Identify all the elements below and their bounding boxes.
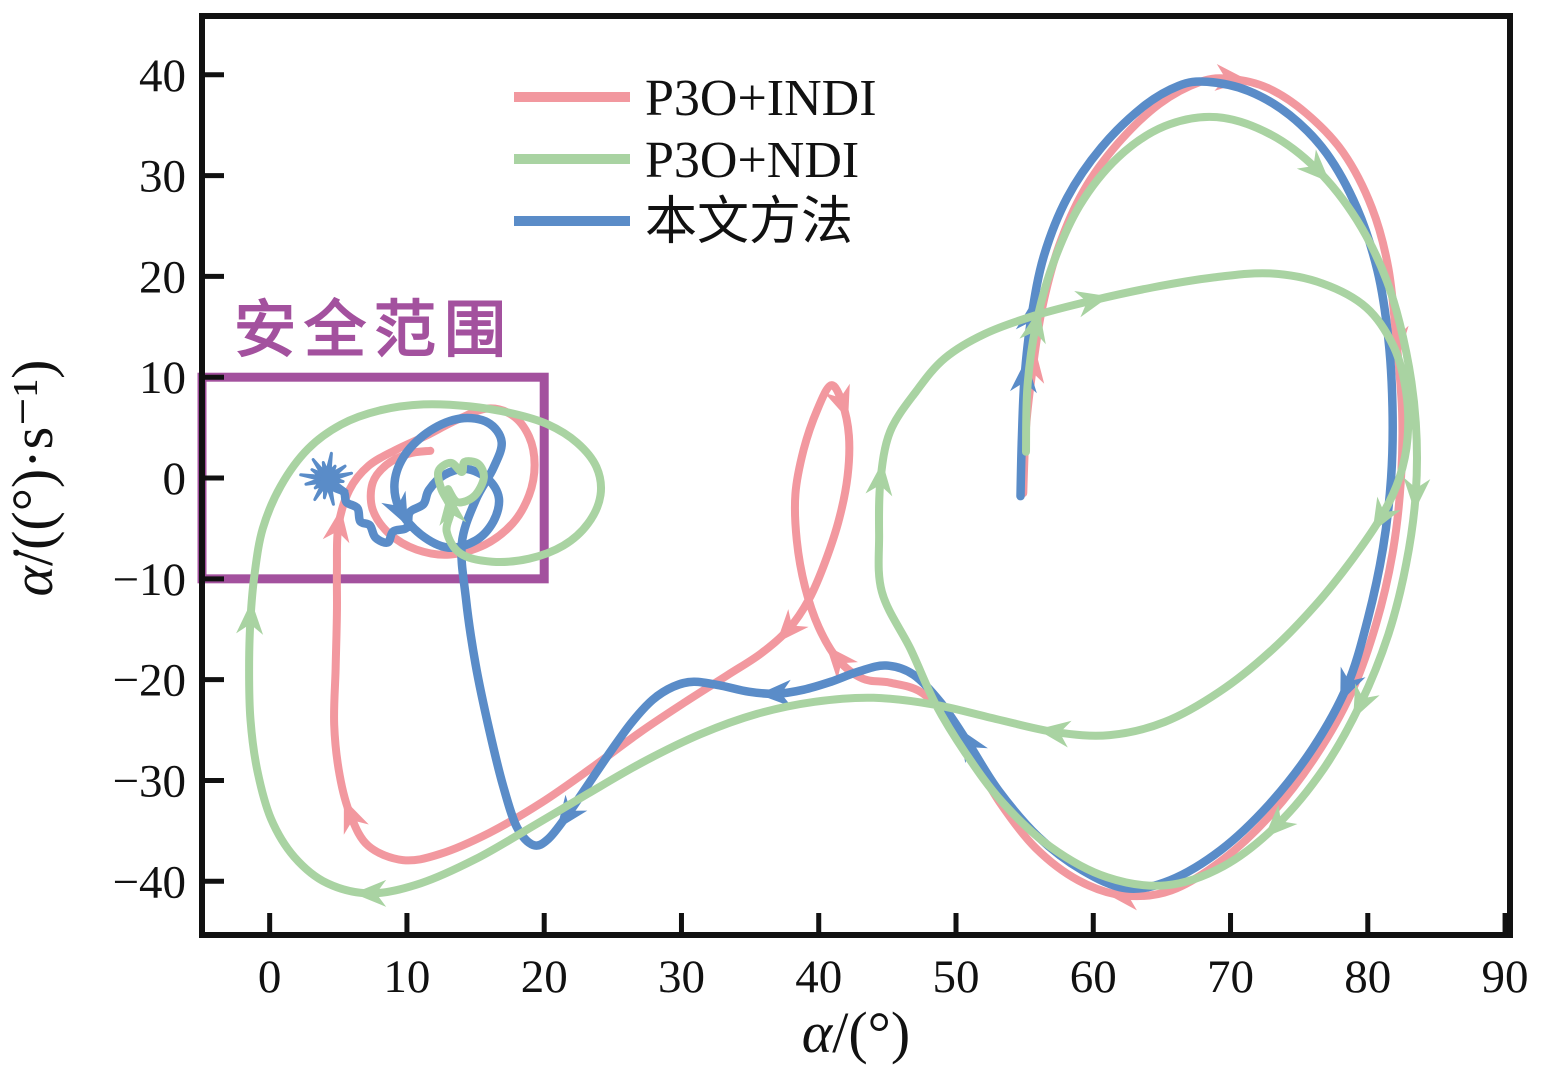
direction-arrow-p3o-indi <box>343 799 369 835</box>
x-axis-title: α/(°) <box>802 1000 910 1065</box>
direction-arrow-p3o-indi <box>824 383 850 420</box>
direction-arrow-p3o-indi <box>826 645 858 680</box>
trajectory-end-knot <box>299 451 354 506</box>
x-tick-label: 90 <box>1482 951 1529 1003</box>
direction-arrow-p3o-ndi <box>865 462 893 497</box>
direction-arrow-p3o-ndi <box>1296 149 1330 183</box>
axes-group: 0 10 20 30 40 50 60 70 80 90 −40 −30 −20 −10 0 10 20 30 40… <box>0 13 1529 1065</box>
direction-arrow-p3o-ndi <box>1353 683 1380 720</box>
y-axis-title: α̇/((°)·s⁻¹) <box>0 360 65 597</box>
direction-arrow-benwen-method <box>1340 666 1366 703</box>
x-tick-label: 0 <box>258 951 282 1003</box>
direction-arrow-p3o-ndi <box>1372 496 1401 532</box>
series-line-p3o-ndi <box>245 112 1421 898</box>
plot-frame <box>199 13 1513 938</box>
direction-arrow-benwen-method <box>381 490 409 527</box>
direction-arrow-p3o-ndi <box>1037 720 1072 748</box>
x-tick-label: 40 <box>795 951 842 1003</box>
series-line-benwen-method <box>323 77 1397 893</box>
legend-label-p3o-indi: P3O+INDI <box>645 70 877 127</box>
direction-arrow-p3o-ndi <box>1403 477 1431 512</box>
x-tick-label: 70 <box>1207 951 1254 1003</box>
y-tick-label: −10 <box>112 554 186 606</box>
legend-label-p3o-ndi: P3O+NDI <box>645 132 859 189</box>
direction-arrow-p3o-indi <box>322 508 350 544</box>
direction-arrow-p3o-indi <box>776 609 809 643</box>
direction-arrow-p3o-ndi <box>1264 804 1298 838</box>
y-tick-label: −40 <box>112 856 186 908</box>
series-group <box>236 64 1431 911</box>
y-tick-label: −20 <box>112 655 186 707</box>
direction-arrow-p3o-ndi <box>236 601 264 635</box>
direction-arrow-p3o-ndi <box>439 491 467 526</box>
annotations-group: 安全范围 <box>234 296 514 365</box>
x-tick-label: 80 <box>1344 951 1391 1003</box>
y-tick-label: 40 <box>139 50 186 102</box>
direction-arrow-p3o-ndi <box>353 879 387 907</box>
direction-arrow-p3o-ndi <box>1074 291 1110 318</box>
direction-arrow-p3o-ndi <box>1019 309 1046 345</box>
safe-region-label: 安全范围 <box>234 296 514 365</box>
y-tick-label: 20 <box>139 251 186 303</box>
direction-arrow-benwen-method <box>758 679 792 707</box>
x-tick-label: 50 <box>932 951 979 1003</box>
legend-label-benwen-method: 本文方法 <box>645 194 853 251</box>
x-tick-label: 30 <box>658 951 705 1003</box>
x-tick-label: 20 <box>521 951 568 1003</box>
y-tick-label: 0 <box>163 453 187 505</box>
y-tick-label: 30 <box>139 151 186 203</box>
y-tick-label: −30 <box>112 755 186 807</box>
x-tick-label: 60 <box>1070 951 1117 1003</box>
y-tick-label: 10 <box>139 352 186 404</box>
x-tick-label: 10 <box>383 951 430 1003</box>
